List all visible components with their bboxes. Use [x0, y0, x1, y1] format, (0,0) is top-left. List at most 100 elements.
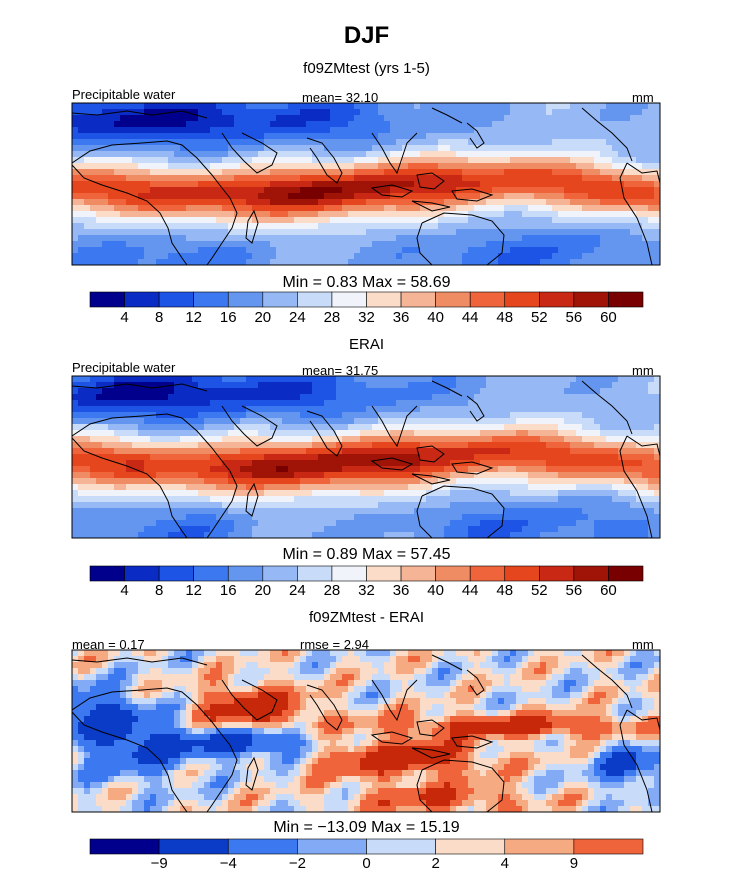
colorbar-swatch: [366, 565, 402, 582]
field-cell: [546, 199, 571, 206]
field-cell: [222, 794, 229, 801]
field-cell: [528, 662, 541, 669]
field-cell: [312, 662, 319, 669]
field-cell: [546, 109, 553, 116]
field-cell: [498, 698, 505, 705]
field-cell: [426, 680, 451, 687]
field-cell: [276, 800, 289, 807]
field-cell: [576, 520, 595, 527]
field-cell: [492, 740, 499, 747]
field-cell: [216, 484, 247, 491]
field-cell: [72, 472, 91, 479]
field-cell: [636, 722, 660, 729]
field-cell: [588, 662, 619, 669]
field-cell: [474, 746, 487, 753]
field-cell: [504, 508, 583, 515]
field-cell: [336, 382, 367, 389]
field-cell: [354, 418, 379, 425]
field-cell: [354, 686, 367, 693]
field-cell: [546, 103, 571, 110]
field-cell: [114, 484, 127, 491]
field-cell: [654, 187, 660, 194]
field-cell: [78, 484, 115, 491]
field-cell: [348, 800, 361, 807]
field-cell: [612, 163, 643, 170]
field-cell: [234, 662, 247, 669]
field-cell: [474, 788, 517, 795]
field-cell: [540, 758, 589, 765]
field-cell: [216, 776, 229, 783]
field-cell: [204, 794, 223, 801]
field-cell: [162, 668, 193, 675]
colorbar-tick-label: 28: [323, 309, 341, 326]
coastline: [72, 140, 238, 265]
field-cell: [426, 133, 660, 140]
field-cell: [564, 776, 589, 783]
field-cell: [582, 686, 589, 693]
field-cell: [180, 526, 211, 533]
field-cell: [300, 788, 325, 795]
coastline: [416, 769, 433, 812]
coastline: [619, 162, 653, 265]
field-cell: [300, 746, 313, 753]
field-cell: [432, 394, 475, 401]
coastline: [245, 756, 259, 791]
field-cell: [264, 680, 295, 687]
field-cell: [552, 794, 565, 801]
field-cell: [258, 662, 295, 669]
field-cell: [636, 674, 649, 681]
field-cell: [204, 650, 217, 657]
field-cell: [438, 223, 643, 230]
field-cell: [528, 472, 559, 479]
field-cell: [588, 776, 601, 783]
field-cell: [390, 734, 409, 741]
field-cell: [642, 704, 655, 711]
field-cell: [312, 490, 361, 497]
field-cell: [438, 217, 469, 224]
field-cell: [564, 746, 571, 753]
field-cell: [558, 782, 565, 789]
coastline: [451, 461, 494, 475]
field-cell: [624, 478, 649, 485]
field-cell: [594, 692, 607, 699]
field-cell: [624, 650, 631, 657]
field-cell: [276, 466, 289, 473]
colorbar-tick-label: 48: [496, 309, 514, 326]
field-cell: [600, 698, 613, 705]
colorbar-tick-label: 36: [392, 582, 410, 599]
field-cell: [636, 496, 660, 503]
field-cell: [534, 193, 565, 200]
field-cell: [546, 662, 559, 669]
field-cell: [564, 650, 583, 657]
field-cell: [228, 806, 253, 812]
field-cell: [468, 686, 475, 693]
field-cell: [534, 650, 565, 657]
field-cell: [594, 680, 625, 687]
field-cell: [390, 127, 475, 134]
field-cell: [468, 668, 493, 675]
field-cell: [270, 121, 307, 128]
field-cell: [138, 782, 151, 789]
field-cell: [504, 764, 529, 771]
field-cell: [528, 776, 535, 783]
field-cell: [408, 382, 457, 389]
field-cell: [438, 163, 577, 170]
field-cell: [558, 788, 565, 795]
colorbar-swatch: [400, 291, 436, 308]
field-cell: [570, 199, 601, 206]
field-cell: [294, 806, 307, 812]
panel3-map-frame: [71, 649, 661, 813]
field-cell: [270, 764, 295, 771]
field-cell: [546, 704, 577, 711]
field-cell: [204, 478, 229, 485]
panel2-variable-label: Precipitable water: [72, 360, 176, 375]
field-cell: [444, 782, 451, 789]
field-cell: [432, 662, 439, 669]
field-cell: [546, 460, 643, 467]
field-cell: [450, 806, 457, 812]
field-cell: [498, 662, 517, 669]
field-cell: [258, 680, 265, 687]
field-cell: [186, 770, 199, 777]
field-cell: [270, 788, 301, 795]
